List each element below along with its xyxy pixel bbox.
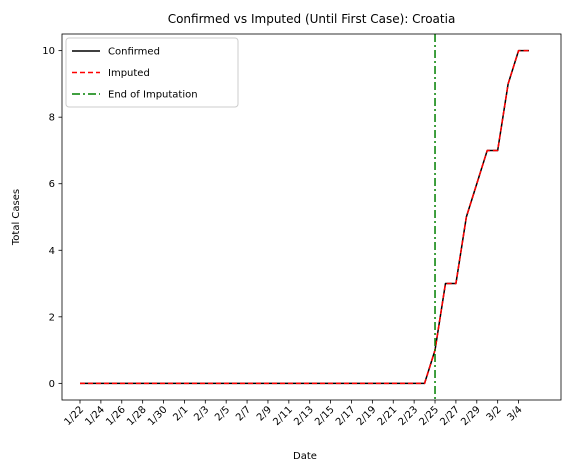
legend-label: Imputed bbox=[108, 68, 150, 79]
legend: Confirmed Imputed End of Imputation bbox=[66, 38, 238, 107]
chart-title: Confirmed vs Imputed (Until First Case):… bbox=[168, 12, 456, 26]
legend-label: Confirmed bbox=[108, 47, 160, 58]
y-tick-label: 0 bbox=[49, 379, 55, 390]
y-tick-label: 8 bbox=[49, 113, 55, 124]
y-tick-label: 6 bbox=[49, 179, 55, 190]
y-axis-label: Total Cases bbox=[11, 189, 22, 246]
y-tick-label: 10 bbox=[42, 46, 55, 57]
y-tick-label: 4 bbox=[49, 246, 55, 257]
y-tick-label: 2 bbox=[49, 312, 55, 323]
x-axis-label: Date bbox=[293, 451, 317, 462]
legend-label: End of Imputation bbox=[108, 90, 198, 101]
